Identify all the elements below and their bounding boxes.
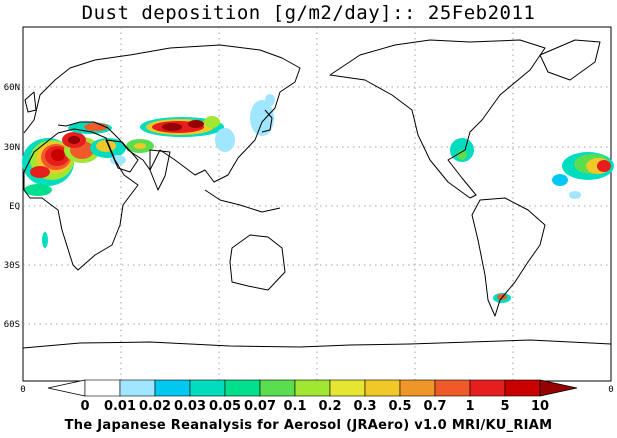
- dust-arabia: [90, 138, 154, 165]
- colorbar-label: 0.05: [209, 399, 241, 414]
- colorbar-cell: [84, 379, 121, 397]
- lat-label-60n: 60N: [4, 83, 20, 93]
- lat-label-30s: 30S: [4, 261, 20, 271]
- lat-label-60s: 60S: [4, 320, 20, 330]
- colorbar-label: 0.5: [388, 399, 411, 414]
- colorbar-cell: [329, 379, 366, 397]
- colorbar-label: 0: [80, 399, 89, 414]
- coast-greenland: [539, 39, 601, 81]
- colorbar-cell: [259, 379, 296, 397]
- map-title: Dust deposition [g/m2/day]:: 25Feb2011: [81, 2, 536, 24]
- coast-africa: [23, 128, 139, 271]
- coast-south-america: [471, 197, 546, 317]
- colorbar-cell: [469, 379, 506, 397]
- coast-japan: [261, 109, 273, 133]
- coast-australia: [229, 234, 286, 291]
- lat-label-eq: EQ: [9, 202, 20, 212]
- colorbar-label: 0.07: [244, 399, 276, 414]
- colorbar-label: 0.01: [104, 399, 136, 414]
- colorbar: 0 0.01 0.02 0.03 0.05 0.07 0.1 0.2 0.3 0.5 0.7 1 5 10: [47, 379, 578, 414]
- coast-antarctica: [22, 339, 612, 349]
- colorbar-label: 1: [465, 399, 474, 414]
- colorbar-right-arrow: [539, 379, 578, 397]
- coast-north-america: [329, 39, 546, 199]
- colorbar-left-arrow: [47, 379, 86, 397]
- colorbar-edge-label-right: 0: [608, 385, 613, 395]
- colorbar-label: 0.3: [353, 399, 376, 414]
- dust-asia: [140, 94, 275, 152]
- colorbar-cell: [119, 379, 156, 397]
- coast-uk: [24, 91, 37, 113]
- colorbar-label: 0.02: [139, 399, 171, 414]
- colorbar-cell: [364, 379, 401, 397]
- colorbar-cell: [154, 379, 191, 397]
- colorbar-cell: [399, 379, 436, 397]
- dust-sahara: [22, 122, 112, 248]
- colorbar-label: 0.03: [174, 399, 206, 414]
- colorbar-label: 10: [531, 399, 549, 414]
- colorbar-cell: [294, 379, 331, 397]
- coast-india: [149, 149, 171, 191]
- colorbar-edge-label-left: 0: [20, 385, 25, 395]
- dust-atlantic: [450, 138, 614, 199]
- colorbar-cell: [189, 379, 226, 397]
- coastlines: [22, 39, 612, 349]
- colorbar-labels: 0 0.01 0.02 0.03 0.05 0.07 0.1 0.2 0.3 0.5 0.7 1 5 10: [80, 399, 549, 414]
- colorbar-label: 5: [500, 399, 509, 414]
- credit-line: The Japanese Reanalysis for Aerosol (JRA…: [64, 418, 553, 433]
- coast-se-asia: [204, 189, 281, 213]
- colorbar-cell: [434, 379, 471, 397]
- colorbar-cell: [504, 379, 541, 397]
- colorbar-cell: [224, 379, 261, 397]
- coast-arabia: [105, 139, 139, 173]
- colorbar-label: 0.7: [423, 399, 446, 414]
- colorbar-label: 0.2: [318, 399, 341, 414]
- colorbar-cells: [84, 379, 541, 397]
- lat-label-30n: 30N: [4, 143, 20, 153]
- graticule: [23, 27, 611, 381]
- colorbar-label: 0.1: [283, 399, 306, 414]
